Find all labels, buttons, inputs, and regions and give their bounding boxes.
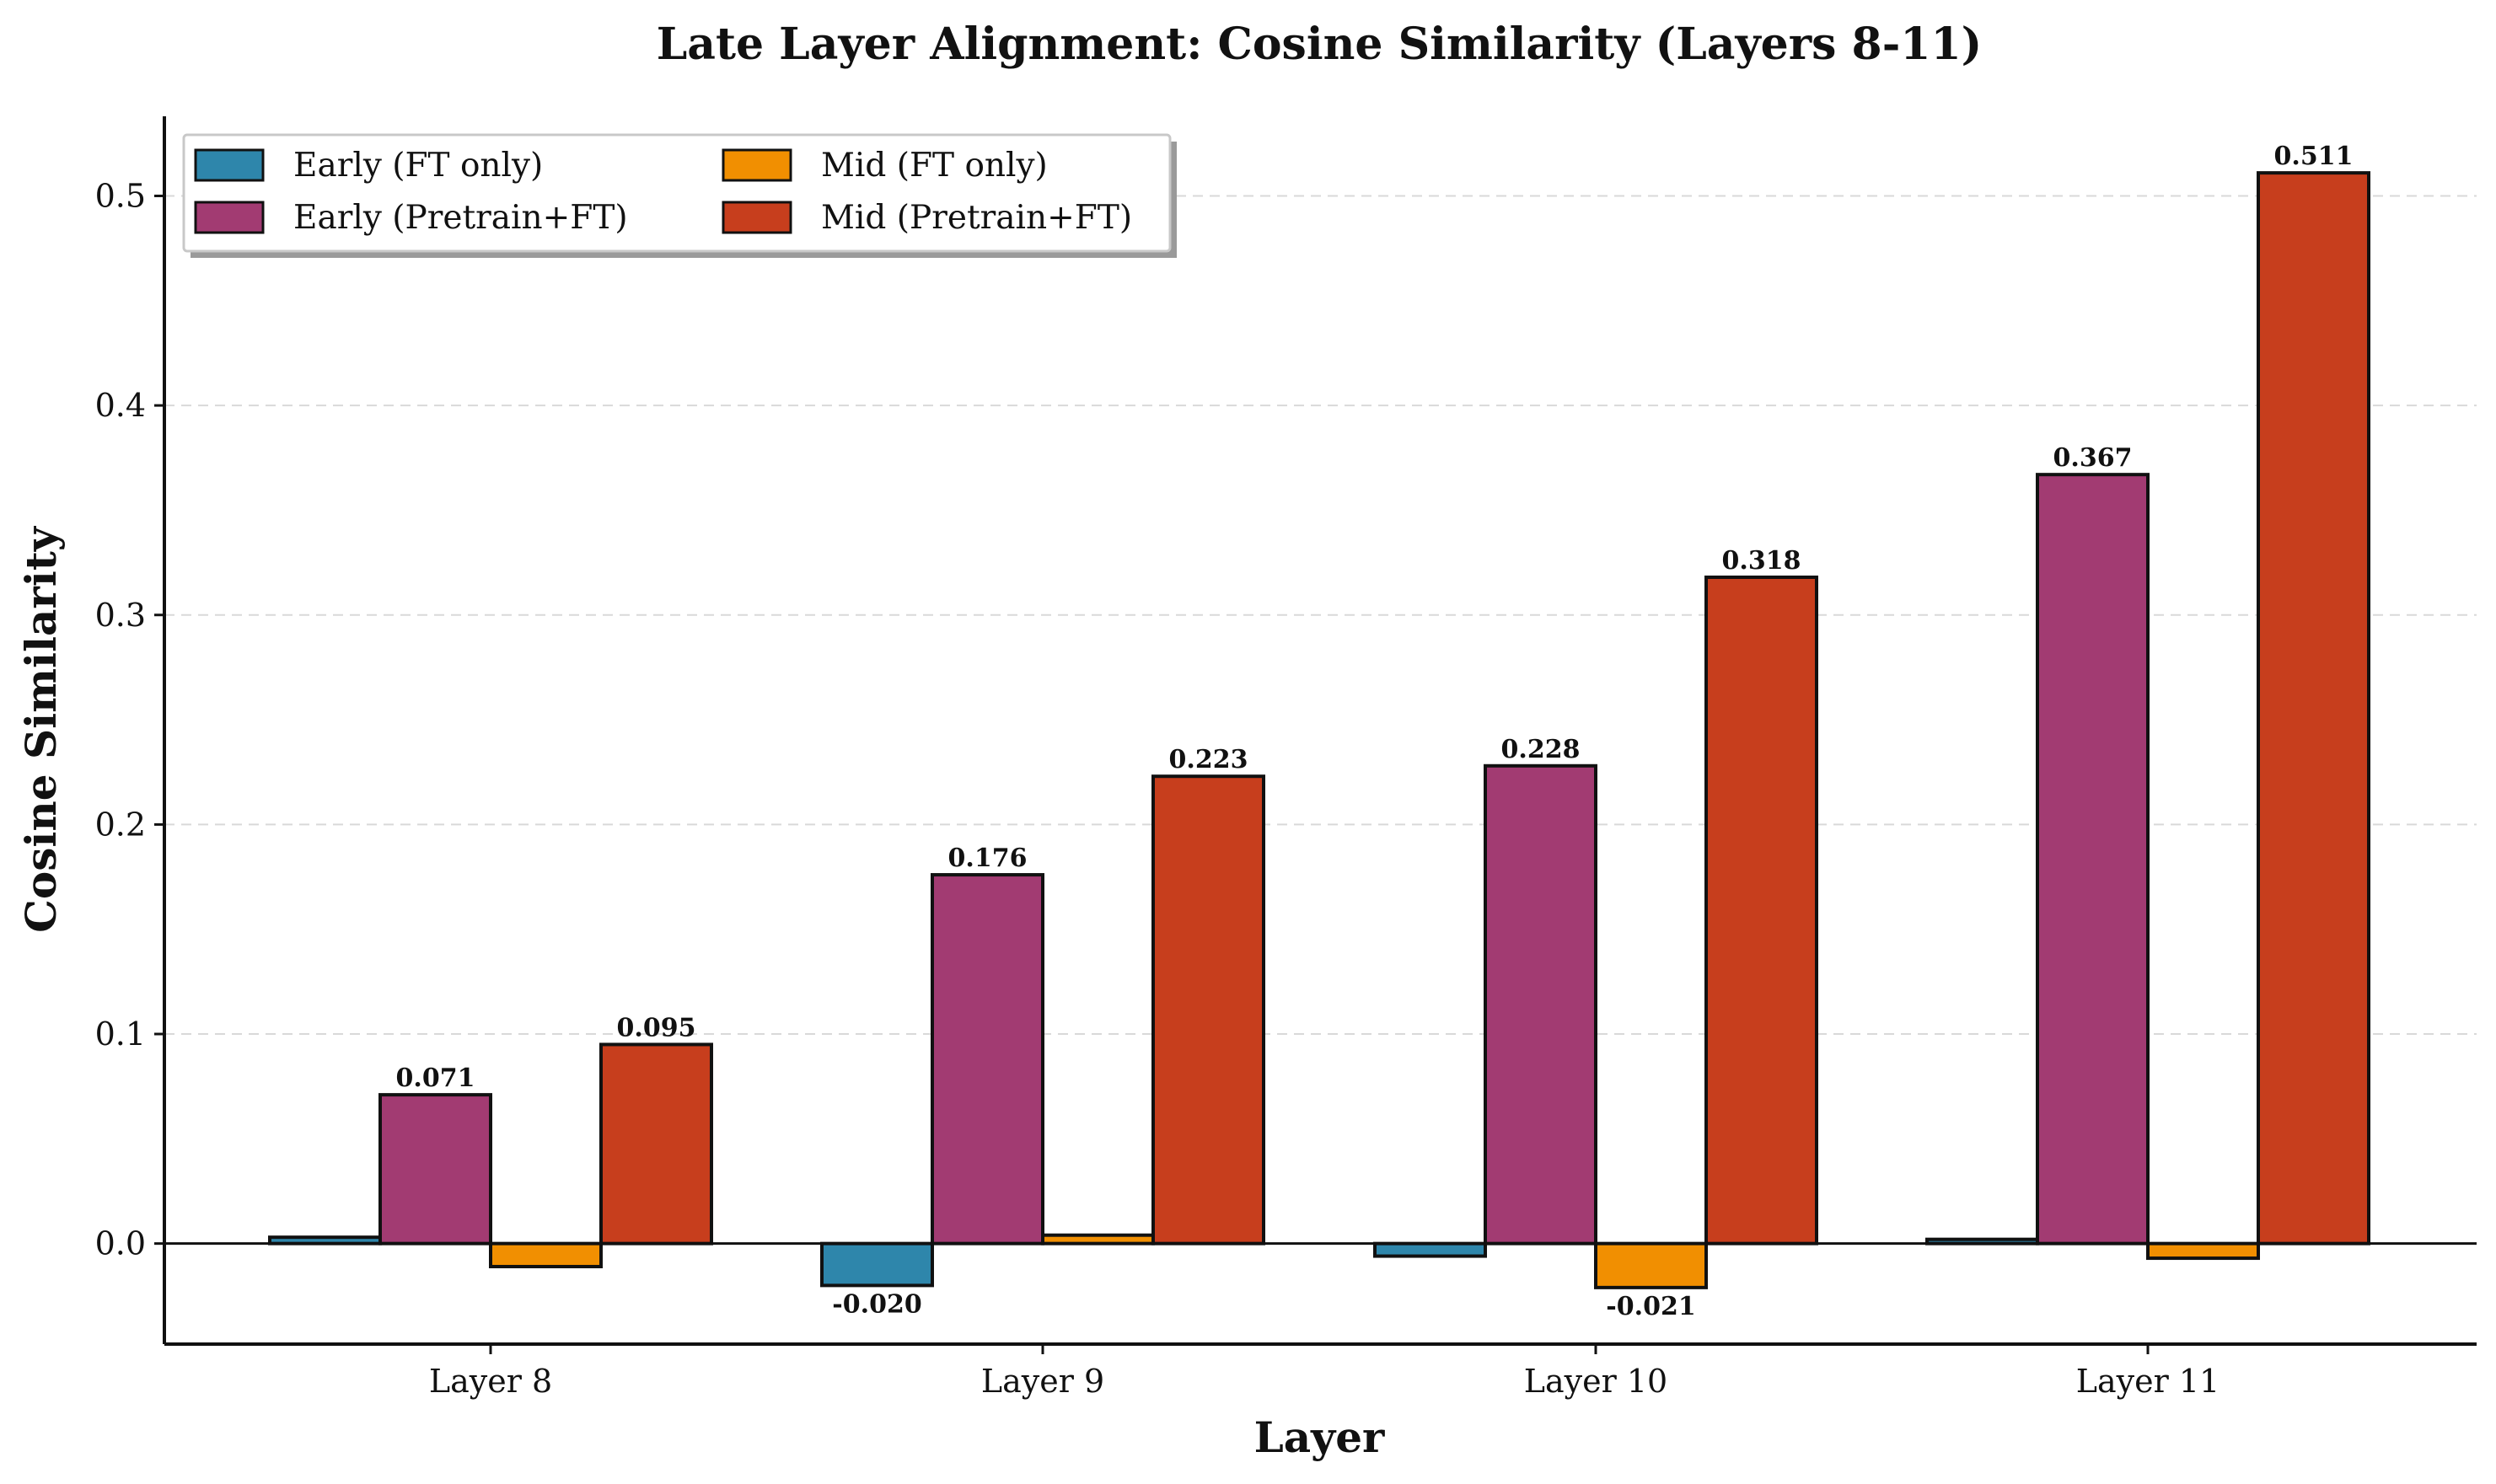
x-axis-label: Layer <box>1254 1412 1385 1462</box>
bar <box>489 1241 603 1269</box>
y-tick-label: 0.2 <box>95 806 146 843</box>
bar <box>2257 171 2370 1246</box>
legend-swatch <box>722 148 792 182</box>
data-label: 0.095 <box>617 1013 696 1042</box>
x-tick-label: Layer 10 <box>1524 1363 1667 1400</box>
bar <box>599 1042 713 1246</box>
bar <box>931 873 1044 1246</box>
legend-label: Early (Pretrain+FT) <box>293 199 628 237</box>
legend-label: Mid (Pretrain+FT) <box>821 199 1132 237</box>
data-label: 0.511 <box>2274 142 2354 171</box>
bar <box>820 1241 934 1288</box>
y-tick-label: 0.5 <box>95 177 146 214</box>
x-tick-label: Layer 8 <box>429 1363 552 1400</box>
data-label: 0.367 <box>2053 443 2133 473</box>
bar <box>1704 575 1818 1246</box>
data-label: 0.071 <box>396 1063 475 1093</box>
data-label: 0.318 <box>1722 546 1801 576</box>
legend-swatch <box>194 201 265 234</box>
y-tick-label: 0.3 <box>95 597 146 634</box>
bars <box>268 171 2370 1289</box>
bar <box>1151 774 1265 1246</box>
data-label: -0.020 <box>832 1289 921 1319</box>
x-tick-label: Layer 9 <box>981 1363 1104 1400</box>
y-tick-label: 0.1 <box>95 1015 146 1053</box>
data-label: 0.223 <box>1169 745 1248 774</box>
bar <box>2146 1241 2260 1261</box>
legend-label: Early (FT only) <box>293 147 543 185</box>
x-tick-label: Layer 11 <box>2076 1363 2220 1400</box>
data-label: -0.021 <box>1606 1292 1695 1321</box>
legend: Early (FT only) Early (Pretrain+FT) Mid (F… <box>182 133 1177 258</box>
chart-title: Late Layer Alignment: Cosine Similarity … <box>657 19 1983 70</box>
legend-swatch <box>722 201 792 234</box>
data-label: 0.176 <box>948 844 1028 873</box>
legend-swatch <box>194 148 265 182</box>
data-labels: -0.020 0.071 0.176 0.228 0.367 -0.021 0.095 0.2… <box>396 142 2354 1321</box>
data-label: 0.228 <box>1501 735 1581 764</box>
y-tick-label: 0.0 <box>95 1225 146 1262</box>
axes: 0.0 0.1 0.2 0.3 0.4 0.5 Layer 8 Layer 9 Layer 10… <box>95 116 2477 1400</box>
bar <box>1484 763 1597 1246</box>
legend-label: Mid (FT only) <box>821 147 1048 185</box>
y-axis-label: Cosine Similarity <box>16 525 66 933</box>
y-tick-label: 0.4 <box>95 387 146 424</box>
bar <box>1373 1241 1487 1258</box>
legend-box <box>182 133 1172 253</box>
bar <box>1594 1241 1708 1289</box>
bar <box>378 1093 492 1246</box>
bar <box>2036 473 2150 1246</box>
